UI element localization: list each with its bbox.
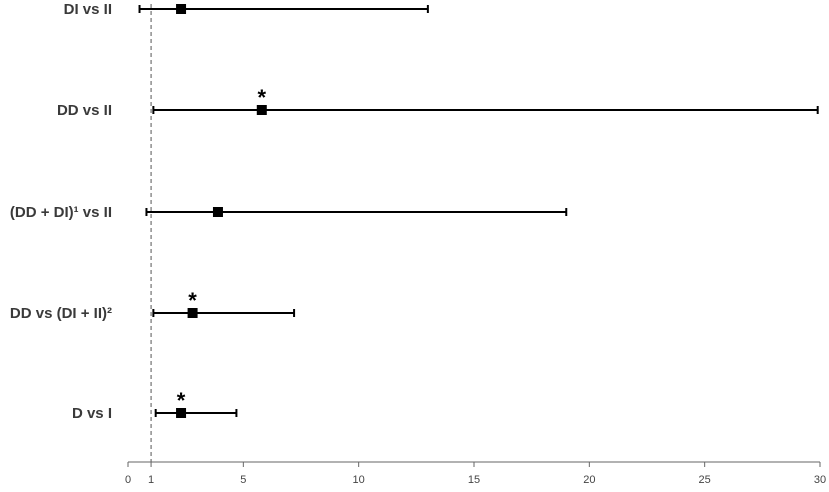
- x-tick-label: 25: [699, 474, 711, 486]
- point-estimate-marker: [187, 308, 198, 318]
- x-tick-label: 10: [353, 474, 365, 486]
- x-tick-label: 5: [240, 474, 246, 486]
- significance-asterisk: *: [177, 388, 186, 413]
- row: DD vs II *: [57, 85, 819, 119]
- row-label: D vs I: [72, 405, 112, 422]
- point-estimate-marker: [256, 105, 267, 115]
- point-estimate-marker: [176, 4, 187, 14]
- row-label: DD vs II: [57, 102, 112, 119]
- x-axis: 0 1 5 10 15 20 25 30: [125, 461, 826, 486]
- row: (DD + DI)¹ vs II: [10, 204, 568, 221]
- significance-asterisk: *: [258, 85, 267, 110]
- x-tick-label: 20: [583, 474, 595, 486]
- row-label: DD vs (DI + II)²: [10, 305, 112, 322]
- point-estimate-marker: [176, 408, 187, 418]
- x-tick-label: 15: [468, 474, 480, 486]
- row-label: DI vs II: [64, 1, 112, 18]
- x-tick-label: 1: [148, 474, 154, 486]
- x-tick-label: 30: [814, 474, 826, 486]
- row-label: (DD + DI)¹ vs II: [10, 204, 112, 221]
- point-estimate-marker: [212, 207, 223, 217]
- row: DD vs (DI + II)² *: [10, 288, 296, 322]
- row: D vs I *: [72, 388, 238, 422]
- row: DI vs II: [64, 1, 429, 18]
- significance-asterisk: *: [188, 288, 197, 313]
- rows-group: DI vs II DD vs II * (DD + DI)¹ vs II DD vs (…: [10, 1, 819, 422]
- x-tick-label: 0: [125, 474, 131, 486]
